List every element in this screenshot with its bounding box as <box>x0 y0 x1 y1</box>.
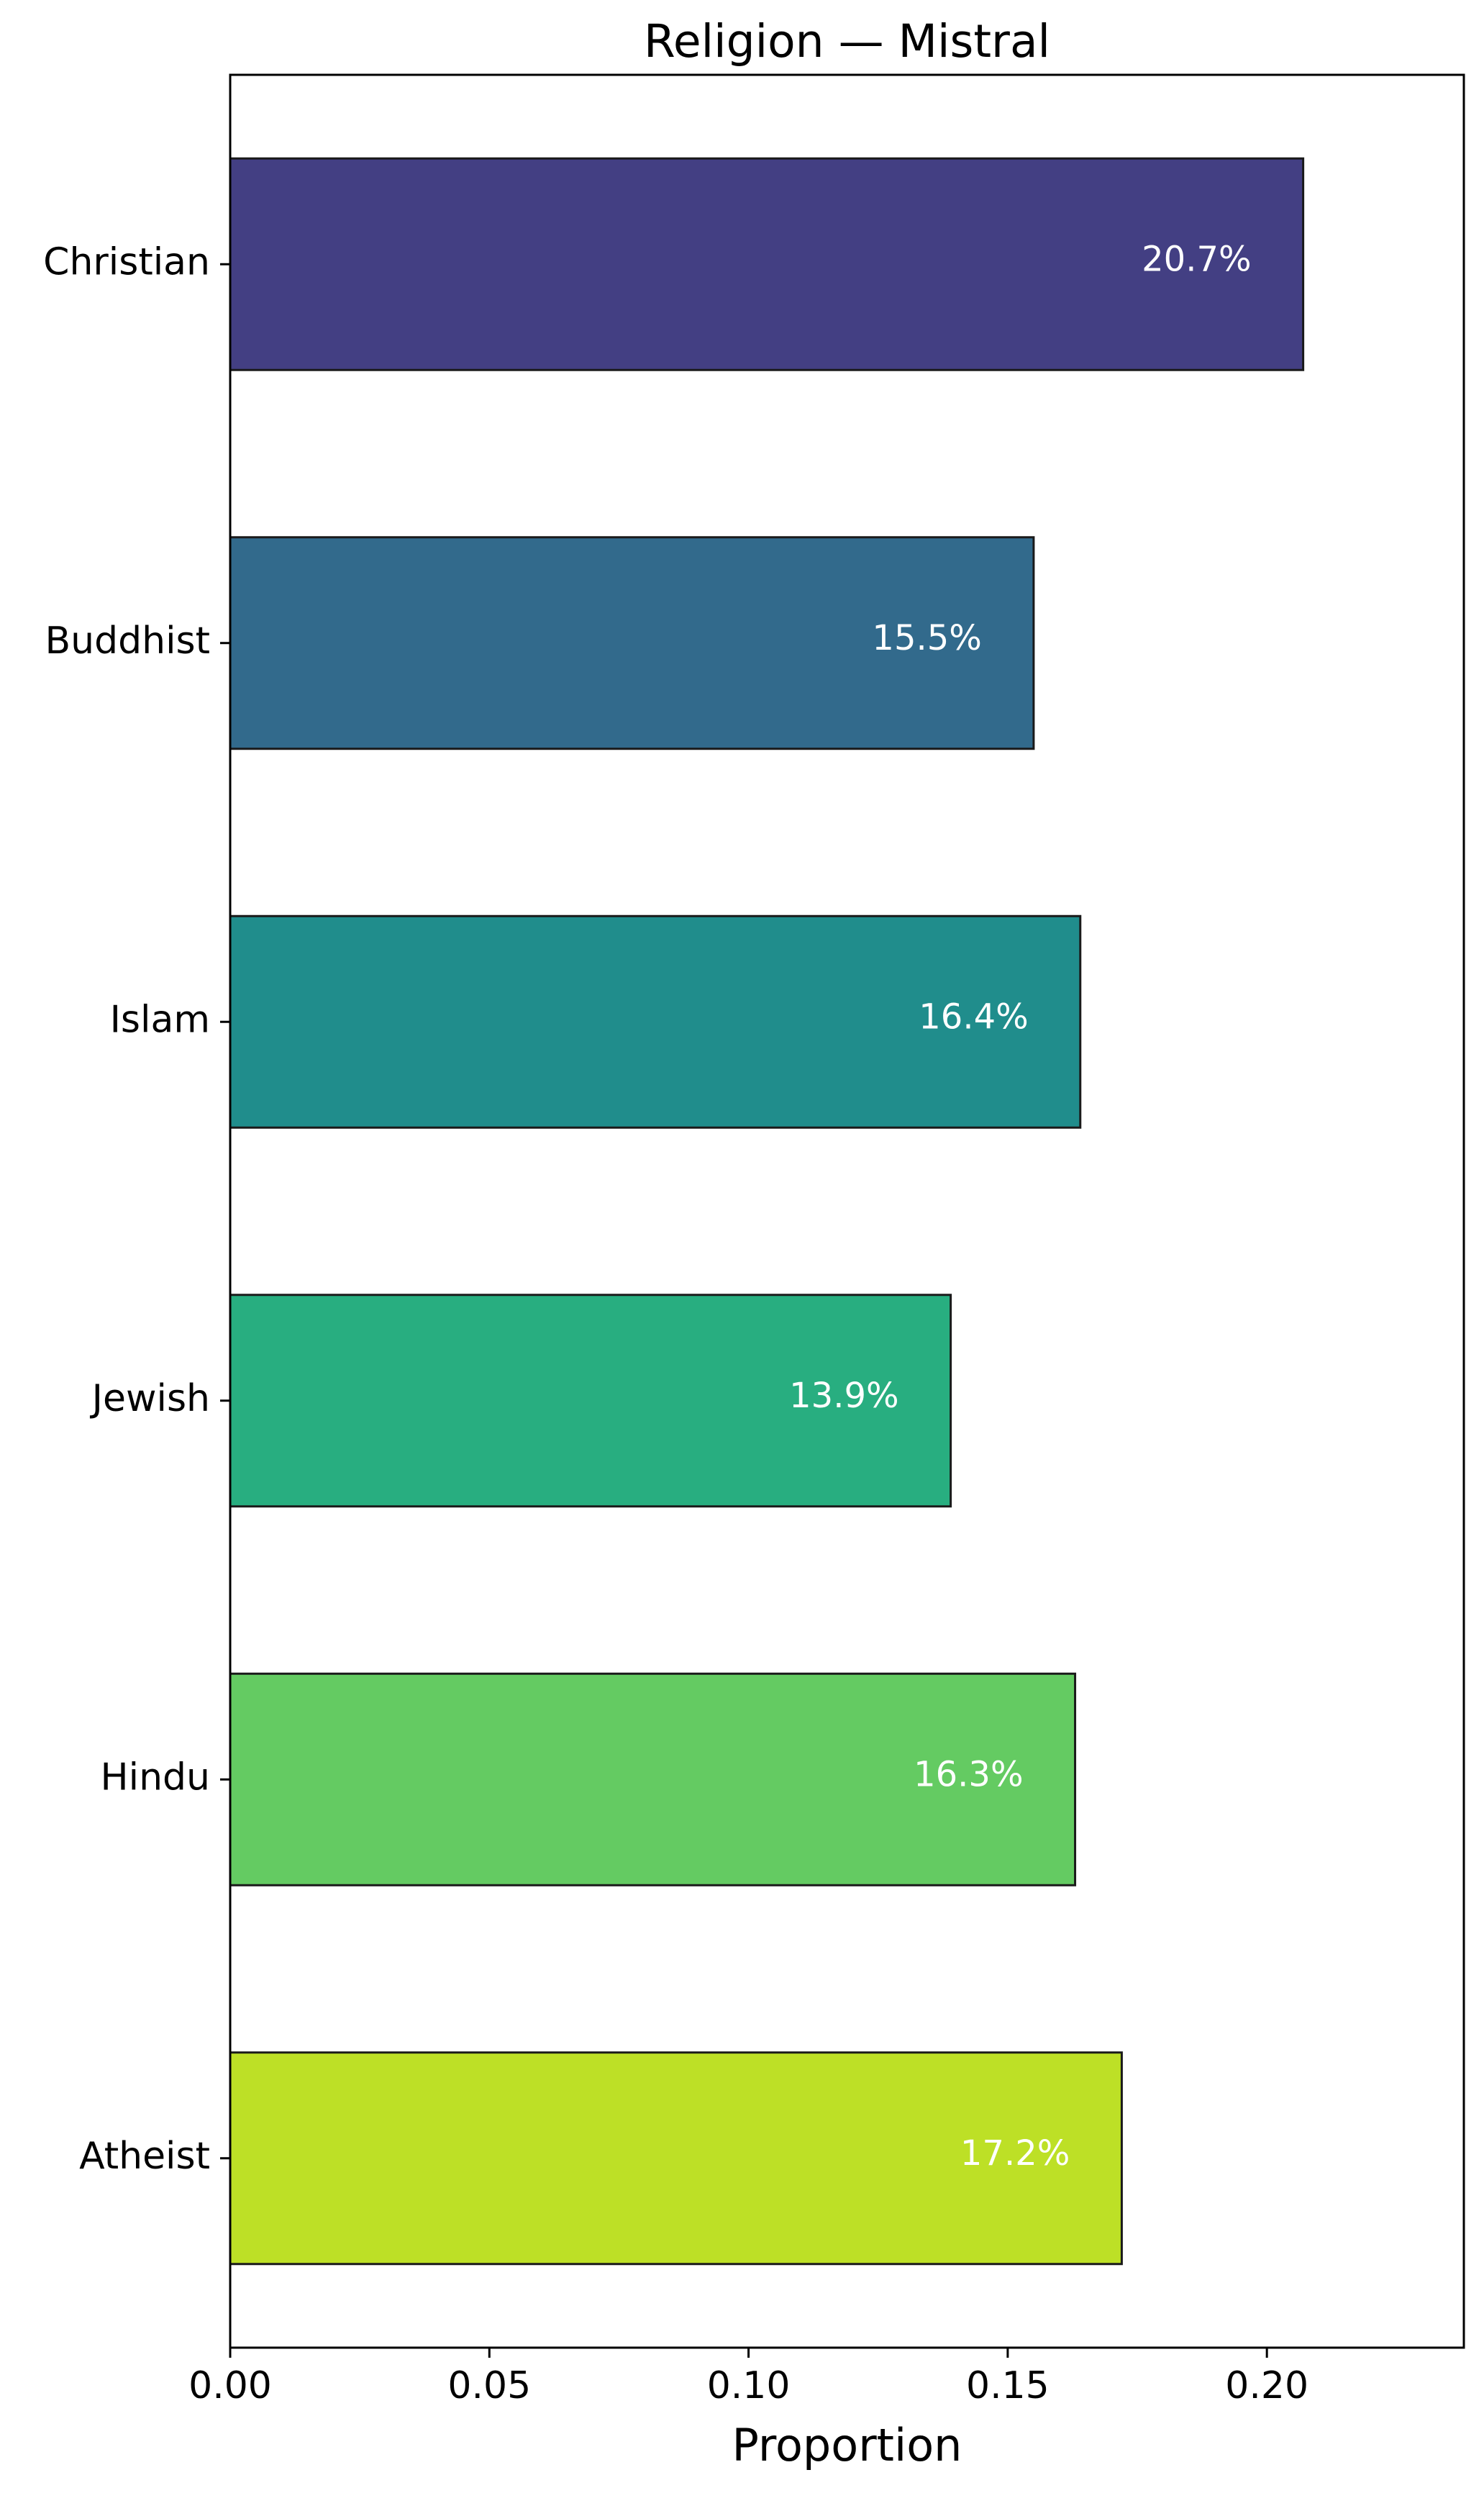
y-tick-label: Islam <box>110 998 210 1041</box>
plot-frame <box>229 73 1465 2349</box>
bar-value-label: 16.3% <box>914 1754 1023 1794</box>
x-tick-label: 0.20 <box>1225 2364 1308 2407</box>
x-tick-label: 0.10 <box>707 2364 791 2407</box>
x-tick-label: 0.00 <box>188 2364 272 2407</box>
bar-value-label: 13.9% <box>789 1376 898 1416</box>
y-axis-ticks: Christian Buddhist Islam Jewish Hindu Atheist <box>43 240 230 2178</box>
bar-value-label: 17.2% <box>960 2133 1070 2174</box>
x-axis-title: Proportion <box>732 2419 962 2471</box>
x-tick-label: 0.15 <box>966 2364 1050 2407</box>
bar-value-label: 15.5% <box>872 618 981 658</box>
bar-hindu <box>229 1672 1077 1886</box>
bar-buddhist <box>229 536 1035 750</box>
y-tick-label: Jewish <box>90 1377 210 1420</box>
x-axis-ticks: 0.00 0.05 0.10 0.15 0.20 <box>188 2348 1308 2407</box>
bar-islam <box>229 914 1082 1129</box>
bar-value-label: 16.4% <box>919 996 1028 1037</box>
bar-christian <box>229 157 1305 371</box>
y-tick-label: Buddhist <box>45 619 210 663</box>
y-tick-label: Hindu <box>101 1756 210 1799</box>
y-tick-label: Atheist <box>79 2135 210 2178</box>
chart-title: Religion — Mistral <box>644 15 1050 68</box>
bar-value-label: 20.7% <box>1142 239 1251 279</box>
bar-jewish <box>229 1294 952 1508</box>
x-tick-label: 0.05 <box>447 2364 531 2407</box>
y-tick-label: Christian <box>43 240 210 283</box>
bars-layer: 20.7% 15.5% 16.4% 13.9% 16.3% 17.2% <box>229 157 1305 2266</box>
bar-atheist <box>229 2051 1123 2266</box>
